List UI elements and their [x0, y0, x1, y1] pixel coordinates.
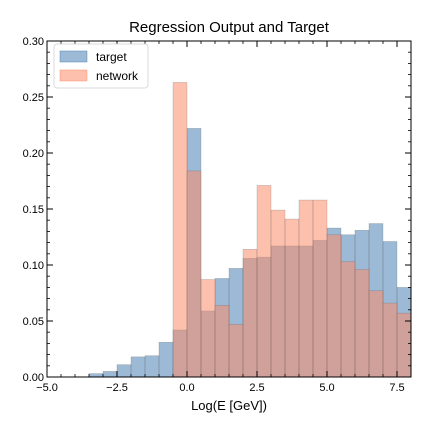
x-tick-label-3: 2.5: [249, 382, 264, 394]
bar-network-13: [270, 209, 286, 378]
y-tick-label-6: 0.30: [23, 36, 44, 48]
x-tick-label-2: 0.0: [179, 382, 194, 394]
legend-swatch-network: [59, 69, 88, 82]
legend-swatch-target: [59, 50, 88, 63]
y-tick-label-5: 0.25: [23, 92, 44, 104]
bar-network-11: [242, 249, 258, 378]
bar-network-20: [368, 290, 384, 378]
bar-network-17: [326, 234, 342, 378]
bar-network-8: [200, 279, 216, 378]
network-series: [172, 82, 412, 378]
bar-network-22: [396, 312, 412, 378]
bar-network-6: [172, 82, 188, 378]
bar-target-5: [158, 341, 174, 378]
y-axis: 0.00 0.05 0.10 0.15 0.20 0.25 0.30: [23, 36, 411, 384]
y-tick-label-1: 0.05: [23, 316, 44, 328]
x-tick-label-5: 7.5: [389, 382, 404, 394]
bar-network-16: [312, 199, 328, 378]
bar-target-2: [116, 364, 132, 378]
bar-target-0: [88, 373, 104, 378]
legend-label-network: network: [96, 69, 139, 83]
x-axis: −5.0 −2.5 0.0 2.5 5.0 7.5: [36, 41, 412, 394]
x-axis-label: Log(E [GeV]): [191, 398, 267, 413]
y-tick-label-3: 0.15: [23, 204, 44, 216]
bar-target-4: [144, 355, 160, 378]
legend: target network: [53, 43, 149, 89]
x-tick-label-0: −5.0: [36, 382, 58, 394]
y-tick-label-0: 0.00: [23, 372, 44, 384]
bar-network-10: [228, 324, 244, 378]
bar-network-9: [214, 305, 230, 378]
y-tick-label-2: 0.10: [23, 260, 44, 272]
bar-network-7: [186, 170, 202, 378]
bar-network-18: [340, 261, 356, 378]
bar-network-12: [256, 185, 272, 378]
bar-network-19: [354, 269, 370, 378]
bar-network-21: [382, 302, 398, 378]
legend-label-target: target: [96, 50, 127, 64]
x-tick-label-1: −2.5: [106, 382, 128, 394]
bar-network-15: [298, 199, 314, 378]
bar-target-3: [130, 356, 146, 378]
bar-network-14: [284, 218, 300, 378]
bar-target-1: [102, 371, 118, 378]
chart-title: Regression Output and Target: [129, 19, 330, 36]
y-tick-label-4: 0.20: [23, 148, 44, 160]
x-tick-label-4: 5.0: [319, 382, 334, 394]
